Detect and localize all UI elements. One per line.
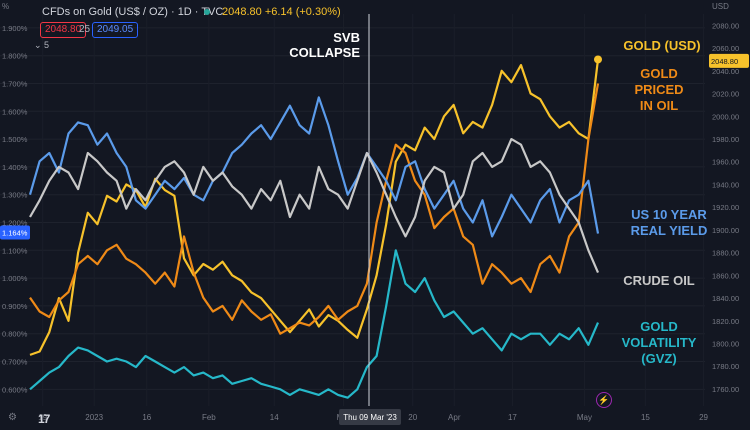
left-tick-label: 1.000% xyxy=(2,274,28,283)
x-tick-label: 20 xyxy=(408,413,417,422)
left-current-label: 1.164% xyxy=(2,229,28,238)
left-tick-label: 1.700% xyxy=(2,80,28,89)
left-tick-label: 0.800% xyxy=(2,330,28,339)
right-current-badge xyxy=(709,53,749,68)
left-tick-label: 1.800% xyxy=(2,52,28,61)
tradingview-logo[interactable]: 17 xyxy=(38,412,50,426)
lightning-icon[interactable]: ⚡ xyxy=(596,392,612,408)
series-line xyxy=(29,83,600,335)
left-tick-label: 0.700% xyxy=(2,358,28,367)
right-axis-unit: USD xyxy=(712,2,729,11)
right-tick-label: 1920.00 xyxy=(712,203,739,212)
left-axis-unit: % xyxy=(2,2,10,11)
series-label: (GVZ) xyxy=(641,351,676,366)
left-tick-label: 1.200% xyxy=(2,219,28,228)
series-label: US 10 YEAR xyxy=(631,207,707,222)
left-tick-label: 1.400% xyxy=(2,163,28,172)
svb-annotation: SVB xyxy=(333,30,360,45)
right-tick-label: 1860.00 xyxy=(712,271,739,280)
x-tick-label: 19 xyxy=(38,413,47,422)
series-line xyxy=(28,96,600,238)
x-tick-label: 29 xyxy=(699,413,708,422)
right-tick-label: 1880.00 xyxy=(712,249,739,258)
buy-button[interactable]: 2049.05 xyxy=(92,22,139,38)
right-tick-label: 1840.00 xyxy=(712,294,739,303)
series-line xyxy=(29,59,600,356)
right-tick-label: 2000.00 xyxy=(712,112,739,121)
series-label: REAL YIELD xyxy=(631,223,708,238)
chart-header: CFDs on Gold (US$ / OZ) · 1D · TVC 2048.… xyxy=(0,0,700,50)
right-tick-label: 1800.00 xyxy=(712,340,739,349)
right-tick-label: 1820.00 xyxy=(712,317,739,326)
spread-value: 25 xyxy=(79,24,91,35)
crosshair-date-box xyxy=(339,409,401,425)
series-label: GOLD xyxy=(640,66,678,81)
left-axis-ticks: 1.900% 1.800% 1.700% 1.600% 1.500% 1.400% 1.30… xyxy=(0,24,30,394)
series-line xyxy=(29,249,600,399)
series-lines xyxy=(28,55,602,399)
left-tick-label: 0.600% xyxy=(2,385,28,394)
right-tick-label: 1960.00 xyxy=(712,158,739,167)
price-change: 2048.80 +6.14 (+0.30%) xyxy=(222,6,341,18)
left-tick-label: 1.100% xyxy=(2,246,28,255)
left-current-badge xyxy=(0,225,30,240)
grid xyxy=(0,14,705,406)
right-tick-label: 2040.00 xyxy=(712,67,739,76)
right-axis-ticks: 2080.00 2060.00 2040.00 2020.00 2000.00 1980.… xyxy=(709,21,749,394)
right-tick-label: 1980.00 xyxy=(712,135,739,144)
x-tick-label: 17 xyxy=(508,413,517,422)
sell-button[interactable]: 2048.80 xyxy=(40,22,87,38)
right-tick-label: 2080.00 xyxy=(712,21,739,30)
indicator-count: 5 xyxy=(44,40,50,50)
right-current-label: 2048.80 xyxy=(711,57,738,66)
series-label: VOLATILITY xyxy=(622,335,697,350)
right-tick-label: 1780.00 xyxy=(712,362,739,371)
right-tick-label: 2060.00 xyxy=(712,44,739,53)
series-label: PRICED xyxy=(634,82,683,97)
x-tick-label: Feb xyxy=(202,413,216,422)
right-tick-label: 2020.00 xyxy=(712,90,739,99)
x-tick-label: 14 xyxy=(270,413,279,422)
series-label: GOLD xyxy=(640,319,678,334)
market-open-icon xyxy=(204,9,210,15)
x-tick-label: 15 xyxy=(641,413,650,422)
left-tick-label: 1.900% xyxy=(2,24,28,33)
indicators-collapse-button[interactable]: ⌄ 5 xyxy=(34,40,50,50)
right-tick-label: 1940.00 xyxy=(712,180,739,189)
crosshair-date-label: Thu 09 Mar '23 xyxy=(343,413,397,422)
symbol-title[interactable]: CFDs on Gold (US$ / OZ) · 1D · TVC xyxy=(42,6,224,18)
series-line xyxy=(29,138,600,274)
left-tick-label: 0.900% xyxy=(2,302,28,311)
last-point-marker xyxy=(594,55,602,64)
right-tick-label: 1760.00 xyxy=(712,385,739,394)
left-tick-label: 1.600% xyxy=(2,107,28,116)
crosshair: Thu 09 Mar '23 xyxy=(339,14,401,425)
right-tick-label: 1900.00 xyxy=(712,226,739,235)
x-tick-label: 2023 xyxy=(85,413,103,422)
left-tick-label: 1.500% xyxy=(2,135,28,144)
x-axis-ticks: 19202316Feb14Mar20Apr17May1529 xyxy=(38,413,708,422)
x-tick-label: May xyxy=(577,413,592,422)
svb-annotation: COLLAPSE xyxy=(289,45,360,60)
series-label: IN OIL xyxy=(640,98,678,113)
left-tick-label: 1.300% xyxy=(2,191,28,200)
series-label: GOLD (USD) xyxy=(623,38,700,53)
x-tick-label: Apr xyxy=(448,413,461,422)
settings-gear-icon[interactable]: ⚙ xyxy=(8,412,17,423)
series-label: CRUDE OIL xyxy=(623,273,695,288)
x-tick-label: 16 xyxy=(142,413,151,422)
